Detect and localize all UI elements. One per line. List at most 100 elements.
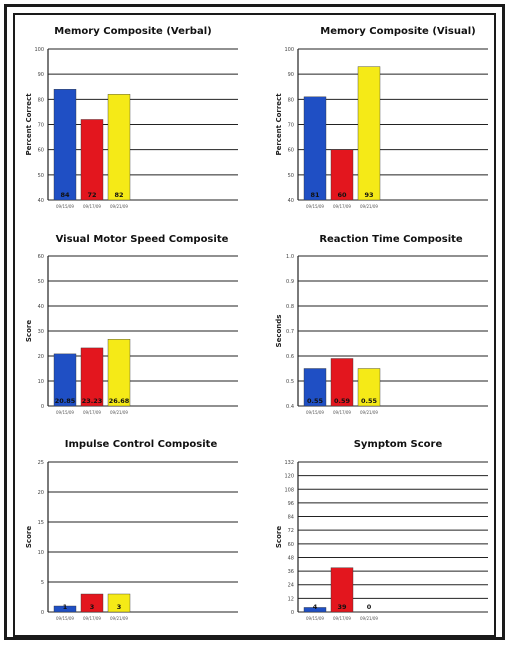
y-tick-label: 100: [34, 47, 44, 53]
data-label: 3: [90, 603, 95, 611]
y-tick-label: 132: [284, 460, 294, 466]
bar: [108, 94, 130, 200]
x-tick-label: 09/15/09: [56, 410, 74, 415]
y-tick-label: 60: [288, 542, 294, 548]
y-axis-label: Seconds: [275, 315, 283, 348]
y-tick-label: 20: [38, 490, 44, 496]
y-tick-label: 40: [38, 198, 44, 204]
y-tick-label: 12: [288, 596, 294, 602]
x-tick-label: 09/21/09: [110, 616, 128, 621]
x-tick-label: 09/15/09: [306, 204, 324, 209]
y-tick-label: 60: [38, 254, 44, 260]
x-tick-label: 09/17/09: [83, 204, 101, 209]
y-tick-label: 25: [38, 460, 44, 466]
y-tick-label: 5: [41, 580, 44, 586]
y-tick-label: 0.6: [286, 354, 294, 360]
x-tick-label: 09/21/09: [360, 410, 378, 415]
y-tick-label: 0.5: [286, 379, 294, 385]
x-tick-label: 09/17/09: [333, 616, 351, 621]
chart-title: Memory Composite (Verbal): [54, 26, 211, 37]
y-tick-label: 30: [38, 329, 44, 335]
y-tick-label: 0.7: [286, 329, 294, 335]
data-label: 39: [337, 603, 347, 611]
y-tick-label: 50: [38, 279, 44, 285]
y-tick-label: 90: [288, 72, 294, 78]
y-axis-label: Percent Correct: [25, 93, 33, 156]
y-tick-label: 100: [284, 47, 294, 53]
data-label: 81: [310, 191, 320, 199]
y-tick-label: 1.0: [286, 254, 294, 260]
y-tick-label: 70: [38, 123, 44, 129]
y-tick-label: 108: [284, 487, 294, 493]
y-tick-label: 20: [38, 354, 44, 360]
data-label: 26.68: [109, 397, 130, 405]
chart-panel: Impulse Control Composite Score 0 5 10 15 20 25…: [25, 439, 238, 621]
data-label: 20.85: [55, 397, 76, 405]
y-tick-label: 50: [288, 173, 294, 179]
data-label: 82: [114, 191, 123, 199]
x-tick-label: 09/15/09: [306, 410, 324, 415]
y-tick-label: 0: [291, 610, 294, 616]
bar: [358, 67, 380, 200]
y-tick-label: 0.8: [286, 304, 294, 310]
y-tick-label: 80: [288, 97, 294, 103]
data-label: 93: [364, 191, 373, 199]
chart-panel: Memory Composite (Verbal) Percent Correct…: [25, 26, 238, 209]
x-tick-label: 09/15/09: [56, 204, 74, 209]
x-tick-label: 09/21/09: [110, 204, 128, 209]
data-label: 23.23: [82, 397, 103, 405]
chart-title: Memory Composite (Visual): [320, 26, 475, 37]
data-label: 3: [117, 603, 122, 611]
chart-panel: Reaction Time Composite Seconds 0.4 0.5 0.6 0…: [275, 234, 488, 415]
y-tick-label: 15: [38, 520, 44, 526]
y-tick-label: 24: [288, 583, 294, 589]
bar: [108, 339, 130, 406]
y-tick-label: 96: [288, 501, 294, 507]
bar: [304, 97, 326, 200]
bar: [81, 119, 103, 200]
chart-title: Reaction Time Composite: [319, 234, 463, 245]
x-tick-label: 09/17/09: [333, 204, 351, 209]
y-tick-label: 40: [38, 304, 44, 310]
y-axis-label: Percent Correct: [275, 93, 283, 156]
x-tick-label: 09/17/09: [83, 616, 101, 621]
y-tick-label: 40: [288, 198, 294, 204]
y-axis-label: Score: [275, 526, 283, 548]
y-tick-label: 84: [288, 515, 294, 521]
data-label: 4: [313, 603, 318, 611]
y-tick-label: 80: [38, 97, 44, 103]
y-tick-label: 60: [288, 148, 294, 154]
data-label: 60: [337, 191, 347, 199]
data-label: 0: [367, 603, 372, 611]
y-axis-label: Score: [25, 526, 33, 548]
x-tick-label: 09/15/09: [56, 616, 74, 621]
y-tick-label: 50: [38, 173, 44, 179]
y-tick-label: 48: [288, 555, 294, 561]
x-tick-label: 09/17/09: [333, 410, 351, 415]
y-tick-label: 0: [41, 610, 44, 616]
chart-title: Impulse Control Composite: [65, 439, 218, 450]
y-axis-label: Score: [25, 320, 33, 342]
y-tick-label: 36: [288, 569, 294, 575]
y-tick-label: 60: [38, 148, 44, 154]
chart-panel: Visual Motor Speed Composite Score 0 10 20 30…: [25, 234, 238, 415]
data-label: 0.59: [334, 397, 351, 405]
y-tick-label: 0.9: [286, 279, 294, 285]
x-tick-label: 09/21/09: [360, 616, 378, 621]
chart-title: Visual Motor Speed Composite: [56, 234, 229, 245]
bar: [54, 89, 76, 200]
y-tick-label: 0: [41, 404, 44, 410]
x-tick-label: 09/21/09: [360, 204, 378, 209]
chart-panel: Memory Composite (Visual) Percent Correct…: [275, 26, 488, 209]
y-tick-label: 120: [284, 474, 294, 480]
y-tick-label: 10: [38, 379, 44, 385]
x-tick-label: 09/17/09: [83, 410, 101, 415]
data-label: 0.55: [307, 397, 324, 405]
data-label: 0.55: [361, 397, 378, 405]
y-tick-label: 0.4: [286, 404, 294, 410]
y-tick-label: 90: [38, 72, 44, 78]
y-tick-label: 72: [288, 528, 294, 534]
chart-title: Symptom Score: [354, 439, 443, 450]
y-tick-label: 10: [38, 550, 44, 556]
